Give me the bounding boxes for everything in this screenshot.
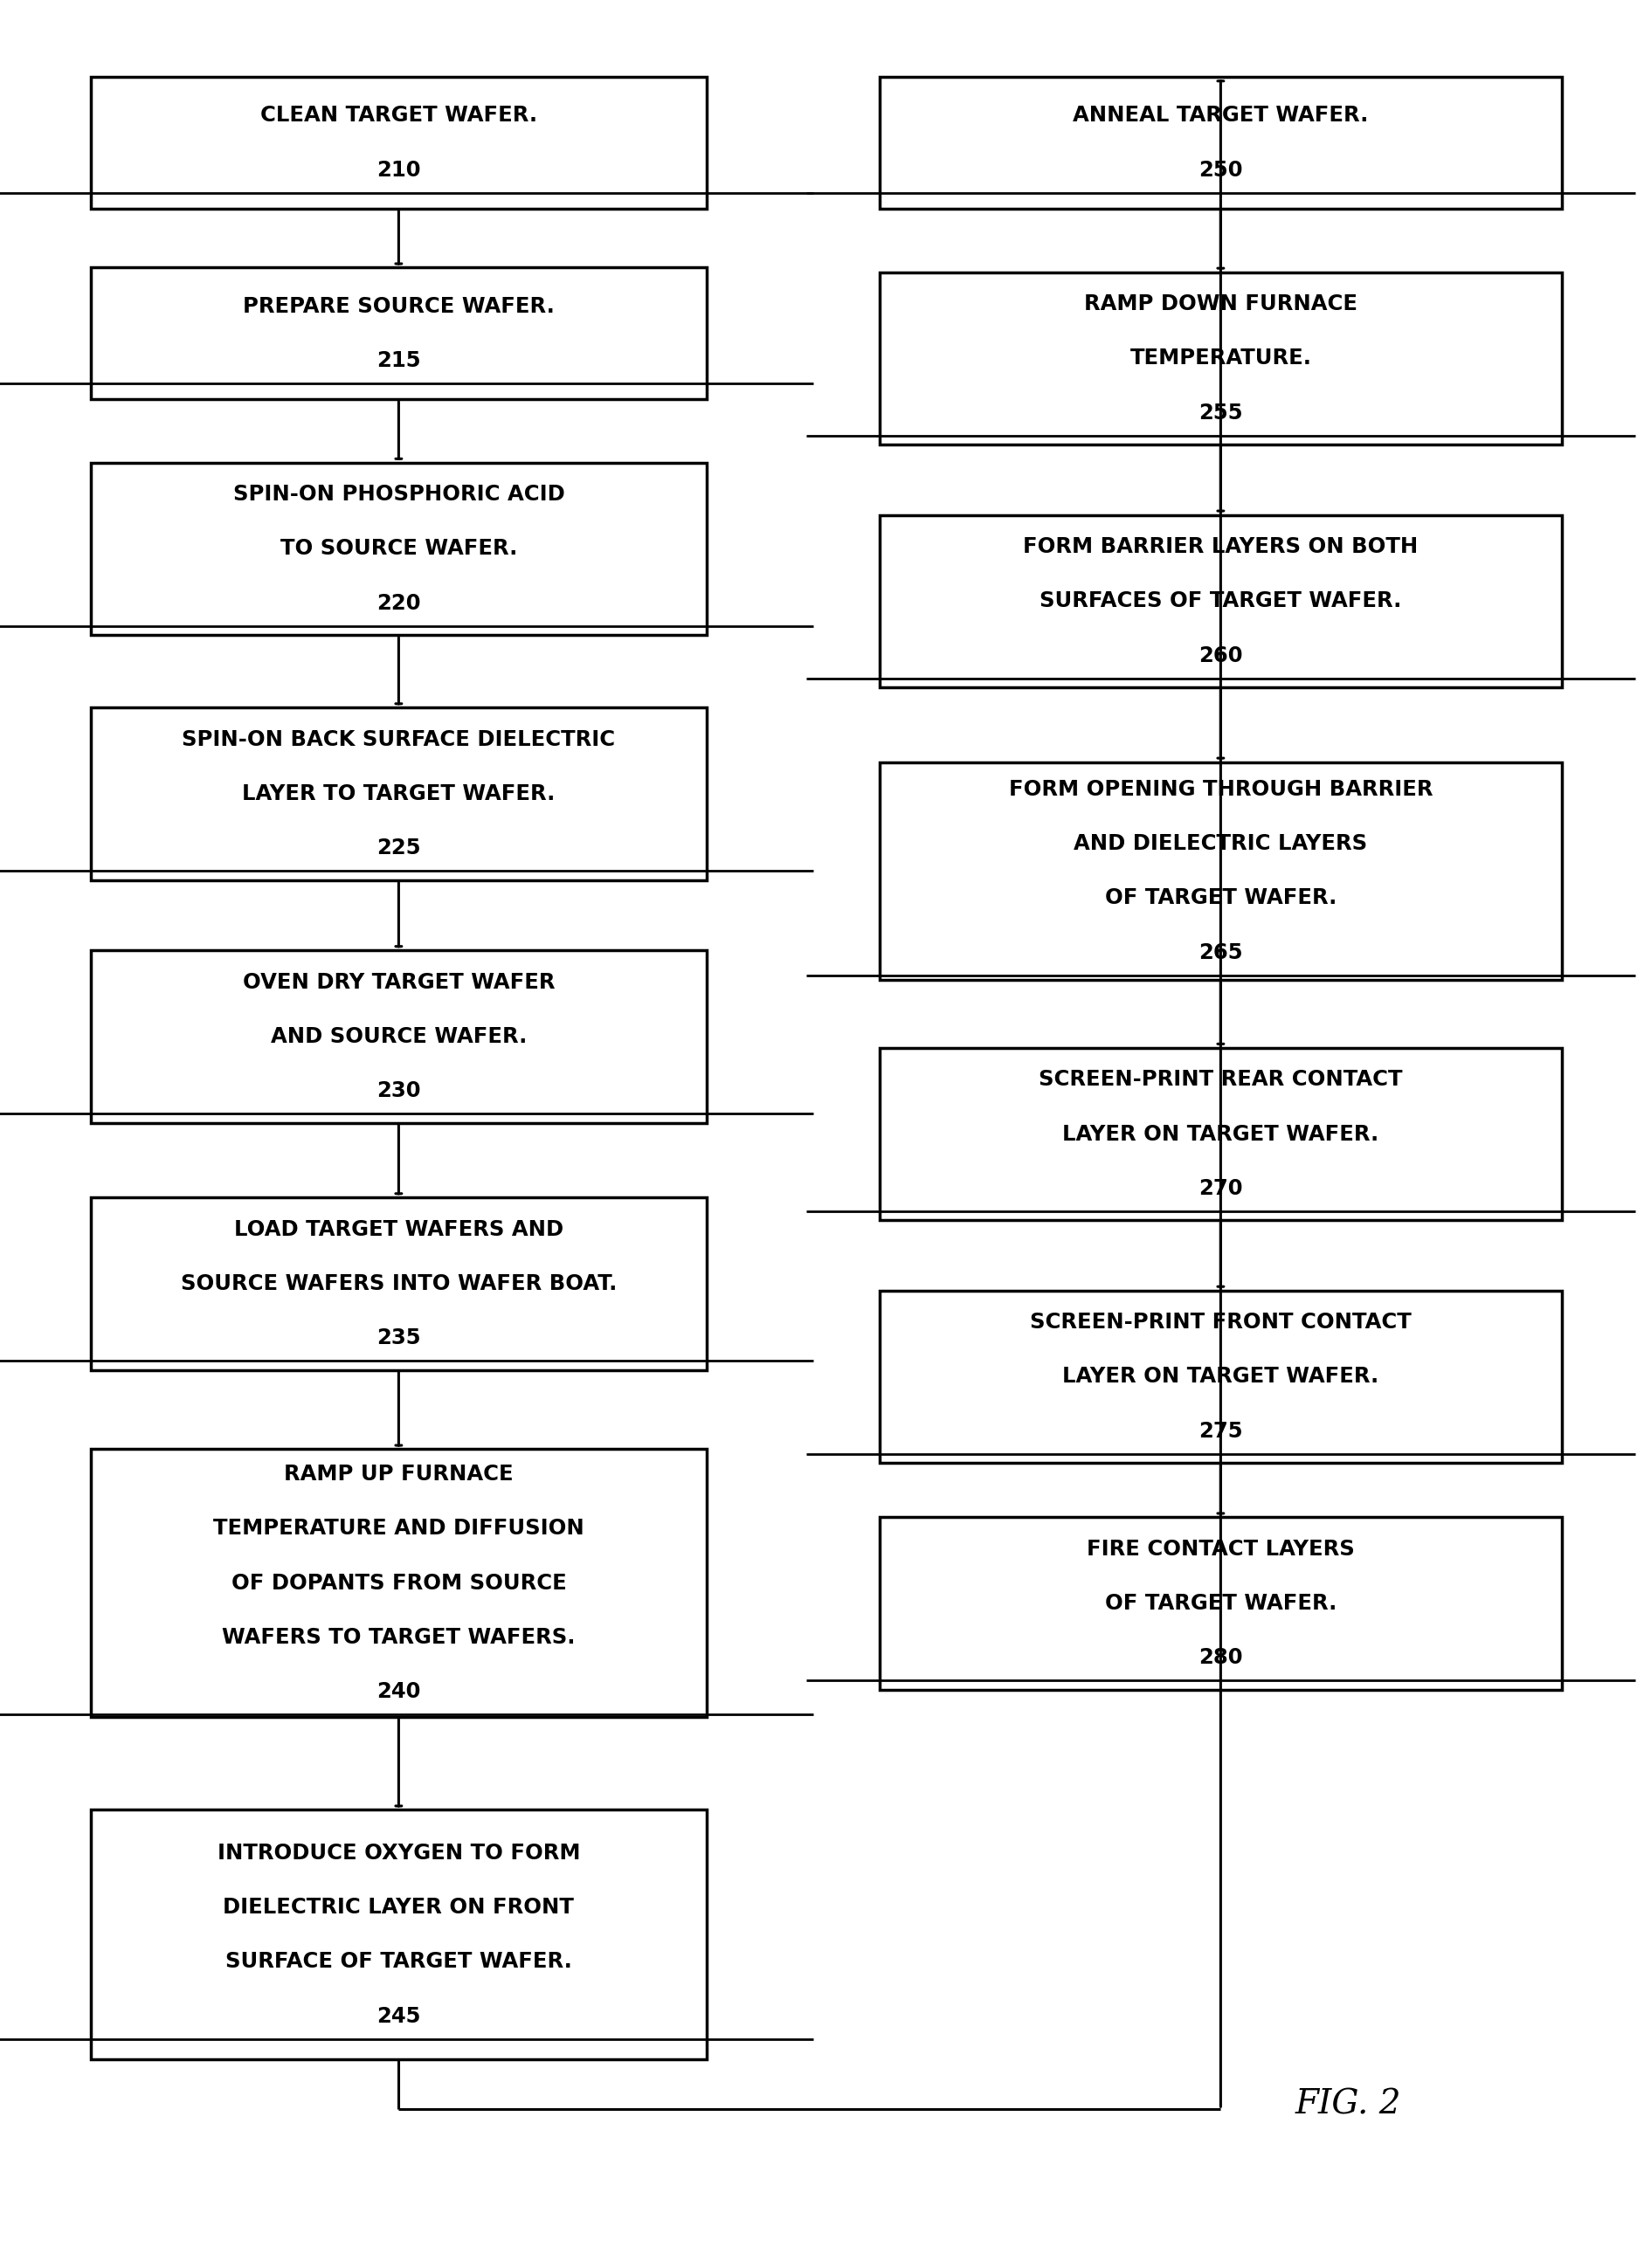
Bar <box>90 1198 707 1370</box>
Text: SOURCE WAFERS INTO WAFER BOAT.: SOURCE WAFERS INTO WAFER BOAT. <box>181 1272 616 1295</box>
Text: 240: 240 <box>376 1681 421 1703</box>
Text: OF TARGET WAFER.: OF TARGET WAFER. <box>1105 1592 1337 1615</box>
Text: FORM OPENING THROUGH BARRIER: FORM OPENING THROUGH BARRIER <box>1009 778 1432 801</box>
Text: 245: 245 <box>376 2005 421 2028</box>
Bar <box>90 77 707 209</box>
Text: 255: 255 <box>1198 401 1243 424</box>
Text: 210: 210 <box>376 159 421 181</box>
Bar <box>880 272 1562 445</box>
Text: PREPARE SOURCE WAFER.: PREPARE SOURCE WAFER. <box>243 295 554 318</box>
Text: SPIN-ON BACK SURFACE DIELECTRIC: SPIN-ON BACK SURFACE DIELECTRIC <box>182 728 615 751</box>
Text: 225: 225 <box>376 837 421 860</box>
Text: INTRODUCE OXYGEN TO FORM: INTRODUCE OXYGEN TO FORM <box>217 1842 580 1864</box>
Text: RAMP UP FURNACE: RAMP UP FURNACE <box>284 1463 513 1486</box>
Text: TEMPERATURE AND DIFFUSION: TEMPERATURE AND DIFFUSION <box>214 1517 584 1540</box>
Text: 230: 230 <box>376 1080 421 1102</box>
Text: LAYER ON TARGET WAFER.: LAYER ON TARGET WAFER. <box>1062 1123 1379 1145</box>
Text: LAYER ON TARGET WAFER.: LAYER ON TARGET WAFER. <box>1062 1365 1379 1388</box>
Text: DIELECTRIC LAYER ON FRONT: DIELECTRIC LAYER ON FRONT <box>224 1896 574 1919</box>
Bar <box>880 1517 1562 1690</box>
Bar <box>880 1048 1562 1220</box>
Text: AND SOURCE WAFER.: AND SOURCE WAFER. <box>271 1025 526 1048</box>
Text: SCREEN-PRINT FRONT CONTACT: SCREEN-PRINT FRONT CONTACT <box>1029 1311 1412 1334</box>
Bar <box>90 268 707 399</box>
Bar <box>90 950 707 1123</box>
Bar <box>90 1810 707 2059</box>
Text: OF DOPANTS FROM SOURCE: OF DOPANTS FROM SOURCE <box>232 1572 566 1594</box>
Text: FORM BARRIER LAYERS ON BOTH: FORM BARRIER LAYERS ON BOTH <box>1023 535 1419 558</box>
Text: TEMPERATURE.: TEMPERATURE. <box>1129 347 1312 370</box>
Text: OVEN DRY TARGET WAFER: OVEN DRY TARGET WAFER <box>243 971 554 993</box>
Text: 235: 235 <box>376 1327 421 1349</box>
Text: 270: 270 <box>1198 1177 1243 1200</box>
Bar <box>880 762 1562 980</box>
Text: SPIN-ON PHOSPHORIC ACID: SPIN-ON PHOSPHORIC ACID <box>233 483 564 506</box>
Text: LAYER TO TARGET WAFER.: LAYER TO TARGET WAFER. <box>242 782 556 805</box>
Text: AND DIELECTRIC LAYERS: AND DIELECTRIC LAYERS <box>1074 832 1368 855</box>
Text: FIRE CONTACT LAYERS: FIRE CONTACT LAYERS <box>1087 1538 1355 1560</box>
Text: 215: 215 <box>376 349 421 372</box>
Text: SURFACES OF TARGET WAFER.: SURFACES OF TARGET WAFER. <box>1039 590 1402 612</box>
Text: WAFERS TO TARGET WAFERS.: WAFERS TO TARGET WAFERS. <box>222 1626 575 1649</box>
Text: CLEAN TARGET WAFER.: CLEAN TARGET WAFER. <box>260 104 538 127</box>
Bar <box>90 708 707 880</box>
Bar <box>90 1449 707 1717</box>
Text: OF TARGET WAFER.: OF TARGET WAFER. <box>1105 887 1337 909</box>
Bar <box>880 515 1562 687</box>
Text: SCREEN-PRINT REAR CONTACT: SCREEN-PRINT REAR CONTACT <box>1039 1068 1402 1091</box>
Text: 250: 250 <box>1198 159 1243 181</box>
Text: 275: 275 <box>1198 1420 1243 1442</box>
Text: TO SOURCE WAFER.: TO SOURCE WAFER. <box>279 538 518 560</box>
Text: ANNEAL TARGET WAFER.: ANNEAL TARGET WAFER. <box>1074 104 1368 127</box>
Bar <box>880 77 1562 209</box>
Text: FIG. 2: FIG. 2 <box>1295 2089 1401 2121</box>
Bar <box>880 1290 1562 1463</box>
Text: 265: 265 <box>1198 941 1243 964</box>
Bar <box>90 463 707 635</box>
Text: 280: 280 <box>1198 1647 1243 1669</box>
Text: LOAD TARGET WAFERS AND: LOAD TARGET WAFERS AND <box>233 1218 564 1241</box>
Text: 260: 260 <box>1198 644 1243 667</box>
Text: SURFACE OF TARGET WAFER.: SURFACE OF TARGET WAFER. <box>225 1950 572 1973</box>
Text: 220: 220 <box>376 592 421 615</box>
Text: RAMP DOWN FURNACE: RAMP DOWN FURNACE <box>1083 293 1358 315</box>
